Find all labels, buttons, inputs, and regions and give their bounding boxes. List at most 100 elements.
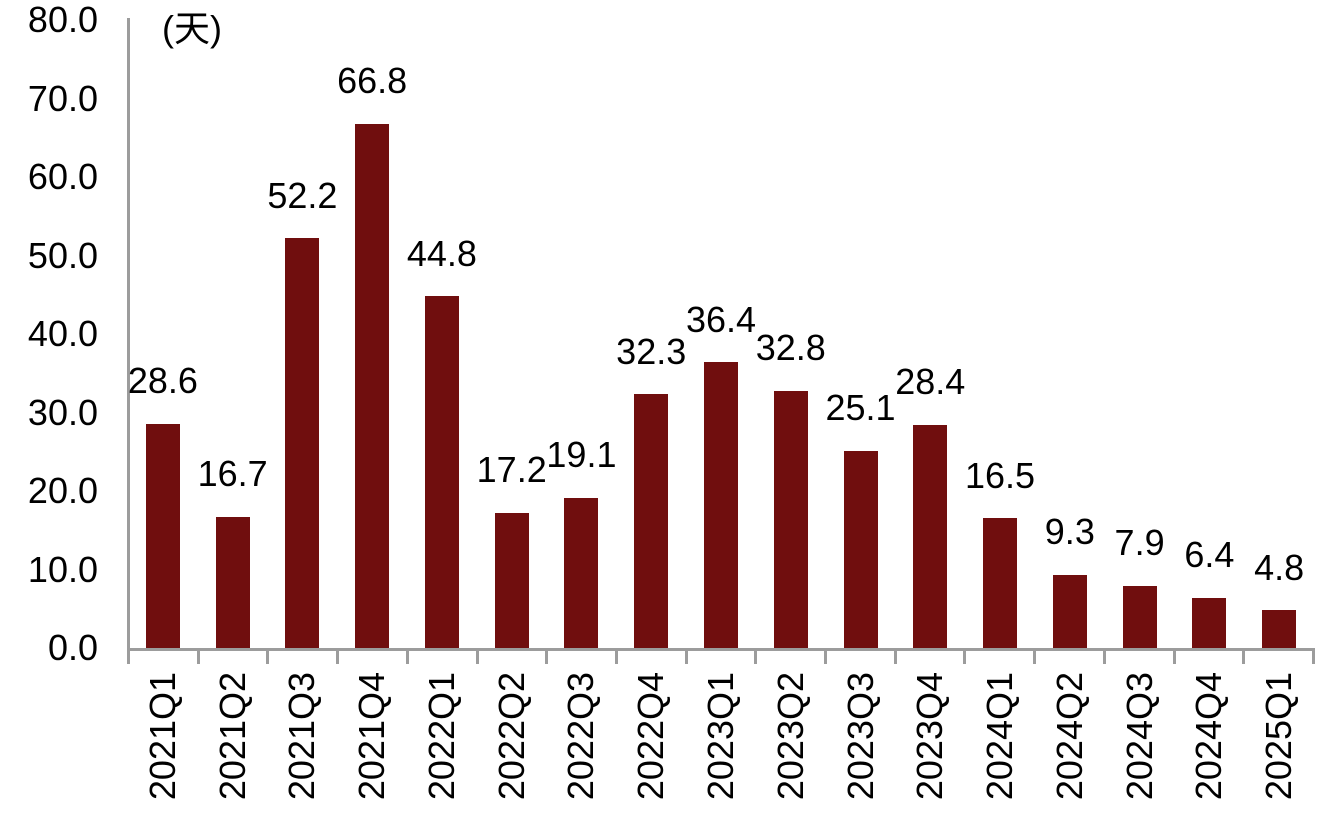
bar-value-label: 28.6 — [127, 359, 198, 401]
bar-2023Q4 — [913, 425, 948, 648]
x-axis-tick — [754, 651, 758, 664]
x-axis-category-text: 2022Q2 — [490, 672, 532, 801]
y-axis-tick-label: 80.0 — [27, 0, 98, 40]
x-axis-category-text: 2023Q3 — [839, 672, 881, 801]
bar-cell: 36.4 2023Q1 — [685, 20, 757, 801]
x-axis-category-text: 2023Q4 — [909, 672, 951, 801]
bar-value-label: 25.1 — [825, 387, 896, 429]
bar-value-label: 9.3 — [1044, 511, 1095, 553]
bar-2021Q3 — [285, 238, 320, 648]
bar-2023Q2 — [773, 390, 808, 648]
bar-value-label: 4.8 — [1254, 546, 1305, 588]
y-axis-tick-label: 20.0 — [27, 470, 98, 511]
x-axis-tick — [824, 651, 828, 664]
x-axis-tick — [1033, 651, 1037, 664]
bar-cell: 66.8 2021Q4 — [337, 20, 408, 800]
x-axis-ticks — [127, 651, 1315, 664]
bar-cell: 52.2 2021Q3 — [267, 20, 338, 801]
bar-cell: 16.7 2021Q2 — [197, 20, 268, 800]
x-axis-category-text: 2021Q2 — [211, 672, 253, 801]
y-axis-tick-label: 70.0 — [27, 77, 98, 119]
bar-value-label: 7.9 — [1114, 522, 1165, 564]
x-axis-tick — [893, 651, 897, 664]
x-axis-line — [127, 648, 1315, 651]
y-axis-unit-label: (天) — [162, 8, 222, 49]
x-axis-tick — [405, 651, 409, 664]
bar-value-label: 66.8 — [337, 60, 408, 102]
x-axis-category-text: 2021Q3 — [281, 672, 323, 801]
bar-cell: 16.5 2024Q1 — [965, 20, 1036, 800]
bar-value-label: 17.2 — [476, 449, 547, 491]
bar-cell: 19.1 2022Q3 — [546, 20, 617, 800]
bar-value-label: 32.3 — [616, 330, 687, 372]
y-axis-tick-label: 10.0 — [27, 548, 98, 590]
bar-2024Q1 — [983, 518, 1018, 648]
y-axis-line — [127, 18, 130, 651]
y-axis-tick-label: 30.0 — [27, 391, 98, 433]
bar-2023Q1 — [703, 362, 738, 648]
x-axis-category-text: 2024Q3 — [1118, 672, 1160, 801]
bar-cell: 4.8 2025Q1 — [1244, 20, 1314, 800]
bar-cell: 28.4 2023Q4 — [895, 20, 966, 800]
x-axis-category-text: 2023Q2 — [769, 672, 811, 801]
bar-cell: 9.3 2024Q2 — [1035, 20, 1105, 800]
bar-cell: 6.4 2024Q4 — [1174, 20, 1244, 800]
y-axis-tick-label: 50.0 — [27, 234, 98, 276]
bar-value-label: 32.8 — [755, 326, 826, 368]
bar-value-label: 28.4 — [895, 361, 966, 403]
bar-cell: 17.2 2022Q2 — [476, 20, 547, 800]
bar-value-label: 6.4 — [1184, 534, 1235, 576]
bar-2021Q2 — [215, 516, 250, 648]
x-axis-tick — [1172, 651, 1176, 664]
bar-value-label: 16.5 — [965, 454, 1036, 496]
x-axis-tick — [127, 651, 130, 664]
x-axis-tick — [963, 651, 967, 664]
bar-2021Q1 — [145, 423, 180, 648]
bar-cell: 25.1 2023Q3 — [825, 20, 896, 800]
x-axis-category-text: 2025Q1 — [1258, 672, 1300, 801]
x-axis-tick — [266, 651, 270, 664]
y-axis-tick-label: 40.0 — [27, 313, 98, 354]
bar-value-label: 52.2 — [267, 174, 338, 216]
plot-area: 28.6 2021Q1 16.7 2021Q2 52.2 2021Q3 66.8 2021Q4… — [127, 20, 1314, 801]
y-axis-tick-label: 0.0 — [47, 627, 98, 668]
bar-cell: 44.8 2022Q1 — [406, 20, 477, 800]
bar-cell: 32.3 2022Q4 — [616, 20, 687, 800]
x-axis-category-text: 2021Q1 — [141, 672, 183, 801]
bar-value-label: 36.4 — [685, 298, 757, 340]
x-axis-category-text: 2024Q4 — [1188, 672, 1230, 801]
x-axis-tick — [336, 651, 340, 664]
x-axis-tick — [684, 651, 688, 664]
bar-2024Q4 — [1192, 597, 1227, 648]
y-axis-tick-label: 60.0 — [27, 156, 98, 197]
bar-2022Q4 — [634, 394, 669, 648]
bar-value-label: 19.1 — [546, 434, 617, 476]
x-axis-category-text: 2022Q4 — [630, 672, 672, 801]
x-axis-category-text: 2022Q1 — [420, 672, 462, 801]
bar-value-label: 16.7 — [197, 453, 268, 495]
x-axis-tick — [1102, 651, 1106, 664]
y-axis-labels: 80.0 70.0 60.0 50.0 40.0 30.0 20.0 10.0 0.0 — [0, 2, 98, 666]
bar-2022Q2 — [494, 512, 529, 648]
x-axis-tick — [1242, 651, 1246, 664]
bar-2023Q3 — [843, 450, 878, 648]
x-axis-category-text: 2022Q3 — [560, 672, 602, 801]
x-axis-category-text: 2021Q4 — [351, 672, 393, 801]
bar-2025Q1 — [1262, 610, 1297, 648]
bar-2024Q3 — [1122, 586, 1157, 648]
x-axis-category-text: 2024Q1 — [979, 672, 1021, 801]
bar-value-label: 44.8 — [406, 232, 477, 274]
x-axis-tick — [614, 651, 618, 664]
bar-cell: 32.8 2023Q2 — [755, 20, 826, 800]
bar-2022Q1 — [424, 296, 459, 648]
bar-cell: 7.9 2024Q3 — [1105, 20, 1175, 800]
bar-cell: 28.6 2021Q1 — [127, 20, 198, 800]
x-axis-tick — [545, 651, 549, 664]
bar-2024Q2 — [1052, 575, 1087, 648]
x-axis-tick — [1312, 651, 1315, 664]
bar-2022Q3 — [564, 498, 599, 648]
x-axis-category-text: 2023Q1 — [699, 672, 741, 801]
x-axis-category-text: 2024Q2 — [1048, 672, 1090, 801]
x-axis-tick — [475, 651, 479, 664]
